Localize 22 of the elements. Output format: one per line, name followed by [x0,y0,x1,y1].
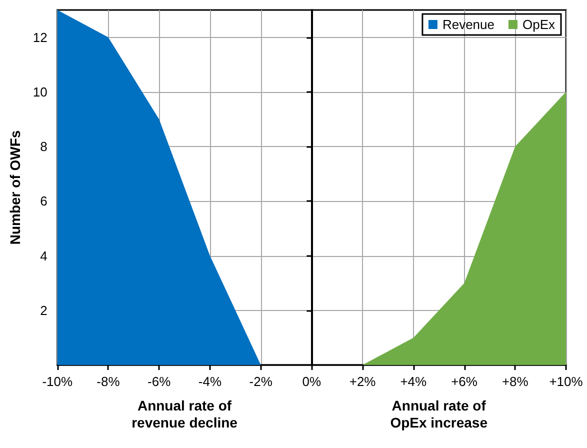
x-tick-label: 0% [302,374,322,389]
text: Annual rate of OpEx increase [390,398,488,430]
x-tick-label: +8% [502,374,529,389]
x-tick-label: +2% [349,374,376,389]
y-tick-label: 10 [32,84,48,100]
x-tick-label: +4% [400,374,428,389]
y-tick-label: 6 [40,194,48,209]
x-tick-label: -2% [249,374,273,389]
legend-label: OpEx [522,17,556,32]
y-axis-title: Number of OWFs [7,130,23,245]
x-tick-label: -10% [42,374,73,389]
x-tick-label: -8% [96,374,120,389]
legend-label: Revenue [442,17,494,32]
x-tick-label: +10% [549,374,584,389]
y-tick-label: 2 [40,302,48,318]
y-tick-label: 12 [32,30,48,45]
y-tick-label: 8 [40,139,48,154]
y-tick-label: 4 [40,248,48,264]
text: Annual rate of revenue decline [132,398,238,430]
x-tick-label: +6% [451,374,478,389]
x-tick-label: -4% [198,374,222,389]
x-tick-label: -6% [148,374,172,389]
